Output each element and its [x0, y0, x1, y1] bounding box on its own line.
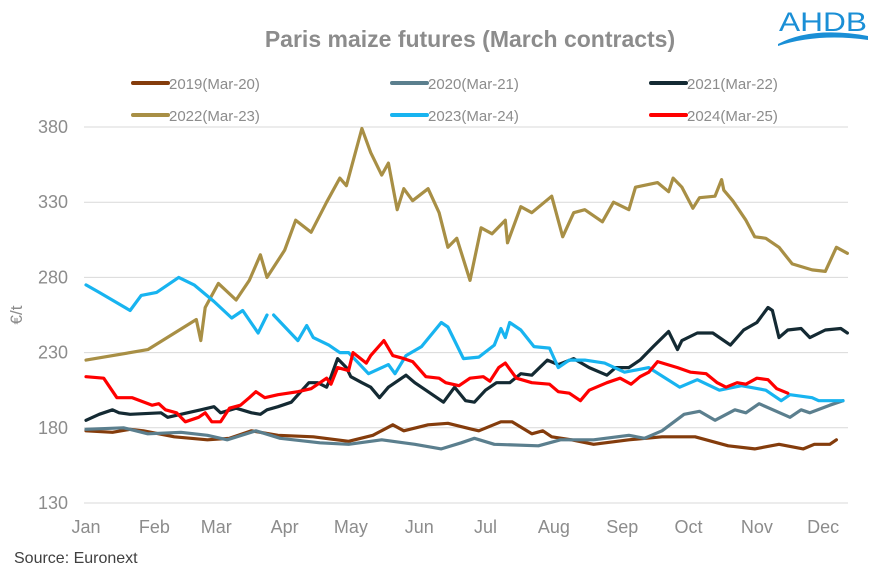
legend-label: 2024(Mar-25)	[687, 108, 778, 125]
x-tick-label: May	[334, 517, 368, 537]
y-tick-label: 330	[38, 192, 68, 212]
series-lines	[84, 126, 849, 451]
legend-item: 2024(Mar-25)	[649, 108, 778, 125]
legend-label: 2022(Mar-23)	[169, 108, 260, 125]
x-tick-label: Feb	[139, 517, 170, 537]
y-tick-label: 230	[38, 343, 68, 363]
x-axis: Jan Feb Mar Apr May Jun Jul Aug Sep Oct Nov Dec	[71, 517, 839, 537]
x-tick-label: Dec	[807, 517, 839, 537]
series-line-2022	[84, 126, 849, 362]
source-note: Source: Euronext	[14, 550, 138, 567]
x-tick-label: Mar	[201, 517, 232, 537]
series-line-2020	[84, 399, 845, 451]
legend-item: 2020(Mar-21)	[390, 76, 519, 93]
svg-text:AHDB: AHDB	[779, 7, 867, 37]
chart-title: Paris maize futures (March contracts)	[265, 26, 675, 52]
gridlines	[84, 126, 848, 504]
legend: 2019(Mar-20) 2020(Mar-21) 2021(Mar-22) 2022…	[131, 76, 778, 125]
legend-item: 2021(Mar-22)	[649, 76, 778, 93]
x-tick-label: Apr	[271, 517, 299, 537]
legend-item: 2019(Mar-20)	[131, 76, 260, 93]
legend-item: 2023(Mar-24)	[390, 108, 519, 125]
legend-label: 2021(Mar-22)	[687, 76, 778, 93]
y-tick-label: 130	[38, 493, 68, 513]
x-tick-label: Oct	[675, 517, 703, 537]
x-tick-label: Jun	[405, 517, 434, 537]
series-line-2024	[84, 339, 790, 424]
y-tick-label: 380	[38, 117, 68, 137]
legend-label: 2019(Mar-20)	[169, 76, 260, 93]
y-axis: 130 180 230 280 330 380	[38, 117, 68, 513]
ahdb-logo: AHDB	[778, 7, 868, 46]
legend-item: 2022(Mar-23)	[131, 108, 260, 125]
y-tick-label: 180	[38, 418, 68, 438]
series-line-2023	[84, 275, 845, 403]
x-tick-label: Sep	[606, 517, 638, 537]
legend-label: 2023(Mar-24)	[428, 108, 519, 125]
x-tick-label: Aug	[538, 517, 570, 537]
y-tick-label: 280	[38, 267, 68, 287]
y-axis-label: €/t	[7, 305, 26, 324]
x-tick-label: Jul	[474, 517, 497, 537]
x-tick-label: Jan	[71, 517, 100, 537]
series-line-2021	[84, 305, 849, 422]
x-tick-label: Nov	[741, 517, 773, 537]
legend-label: 2020(Mar-21)	[428, 76, 519, 93]
